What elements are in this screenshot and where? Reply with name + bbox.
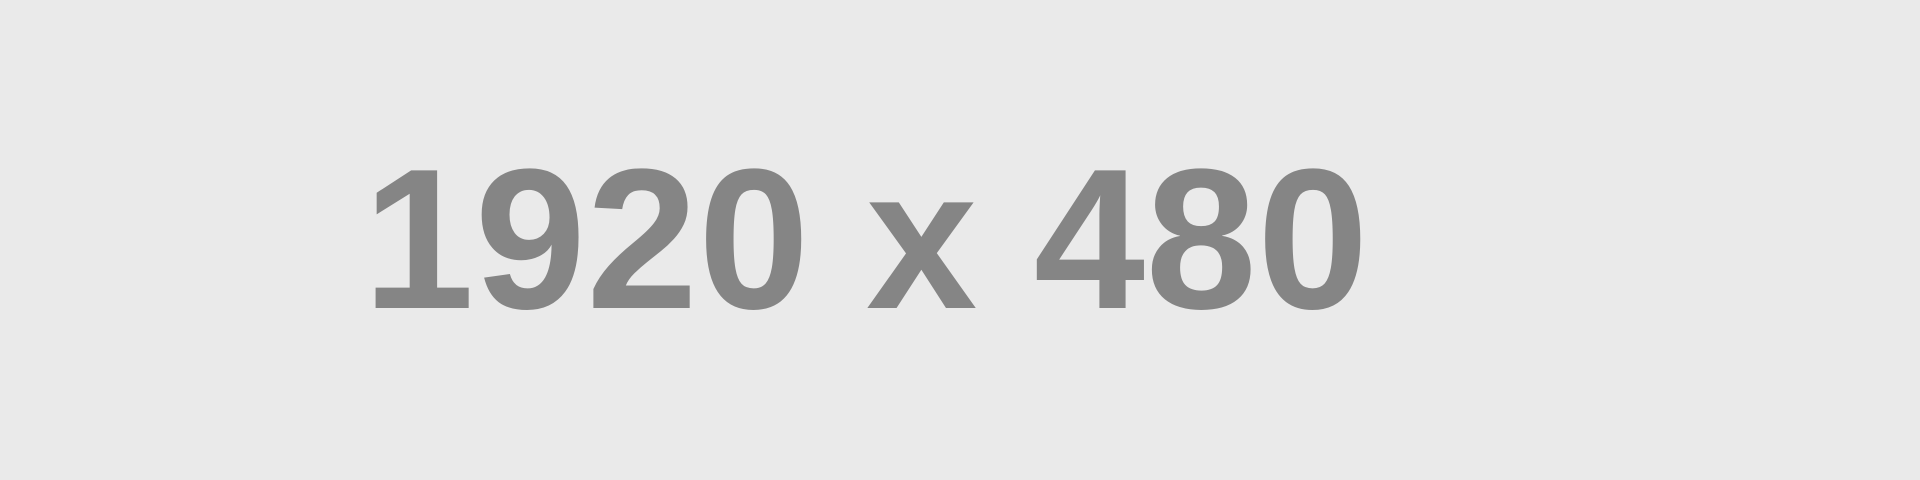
placeholder-dimensions-label: 1920 x 480 <box>363 128 1369 351</box>
